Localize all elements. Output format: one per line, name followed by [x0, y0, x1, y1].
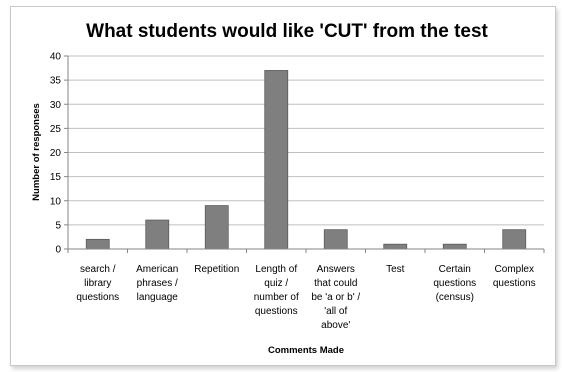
x-category-label: questions	[255, 306, 298, 317]
x-category-label: questions	[493, 278, 536, 289]
bar	[204, 205, 229, 250]
x-category-label: questions	[76, 292, 119, 303]
bar	[145, 219, 170, 250]
x-category-label: search /	[80, 264, 116, 275]
gridlines	[68, 55, 544, 226]
x-category-label: be 'a or b' /	[311, 292, 360, 303]
bar	[383, 243, 408, 250]
y-tick-label: 25	[50, 124, 62, 135]
chart-title: What students would like 'CUT' from the …	[86, 21, 488, 42]
y-tick-label: 10	[50, 196, 62, 207]
bar	[85, 238, 110, 250]
y-tick-label: 35	[50, 76, 62, 87]
x-category-label: Complex	[495, 264, 534, 275]
x-category-label: quiz /	[264, 278, 288, 289]
x-category-label: number of	[254, 292, 299, 303]
x-axis-title: Comments Made	[268, 345, 344, 356]
x-category-label: Answers	[317, 264, 355, 275]
y-tick-label: 0	[55, 245, 61, 256]
x-category-label: language	[137, 292, 179, 303]
y-axis-title: Number of responses	[31, 103, 42, 201]
y-tick-label: 5	[55, 220, 61, 231]
bar	[264, 70, 289, 250]
x-category-label: Length of	[255, 264, 297, 275]
x-category-label: Test	[386, 264, 405, 275]
y-tick-label: 40	[50, 52, 62, 63]
x-category-label: questions	[433, 278, 476, 289]
x-category-label: (census)	[436, 292, 474, 303]
bar	[442, 243, 467, 250]
x-category-label: 'all of	[324, 306, 347, 317]
y-tick-labels: 0 5 10 15 20 25 30 35 40	[50, 52, 68, 256]
y-tick-label: 20	[50, 148, 62, 159]
x-category-label: above'	[321, 320, 350, 331]
x-category-label: American	[136, 264, 178, 275]
x-category-label: library	[84, 278, 111, 289]
x-category-label: phrases /	[137, 278, 178, 289]
bars	[85, 70, 527, 250]
x-category-label: Certain	[439, 264, 471, 275]
x-category-label: that could	[314, 278, 357, 289]
y-tick-label: 15	[50, 172, 62, 183]
bar	[502, 229, 527, 250]
x-category-label: Repetition	[194, 264, 239, 275]
bar	[323, 229, 348, 250]
y-tick-label: 30	[50, 100, 62, 111]
x-category-labels: search / library questions American phrases …	[67, 249, 545, 331]
